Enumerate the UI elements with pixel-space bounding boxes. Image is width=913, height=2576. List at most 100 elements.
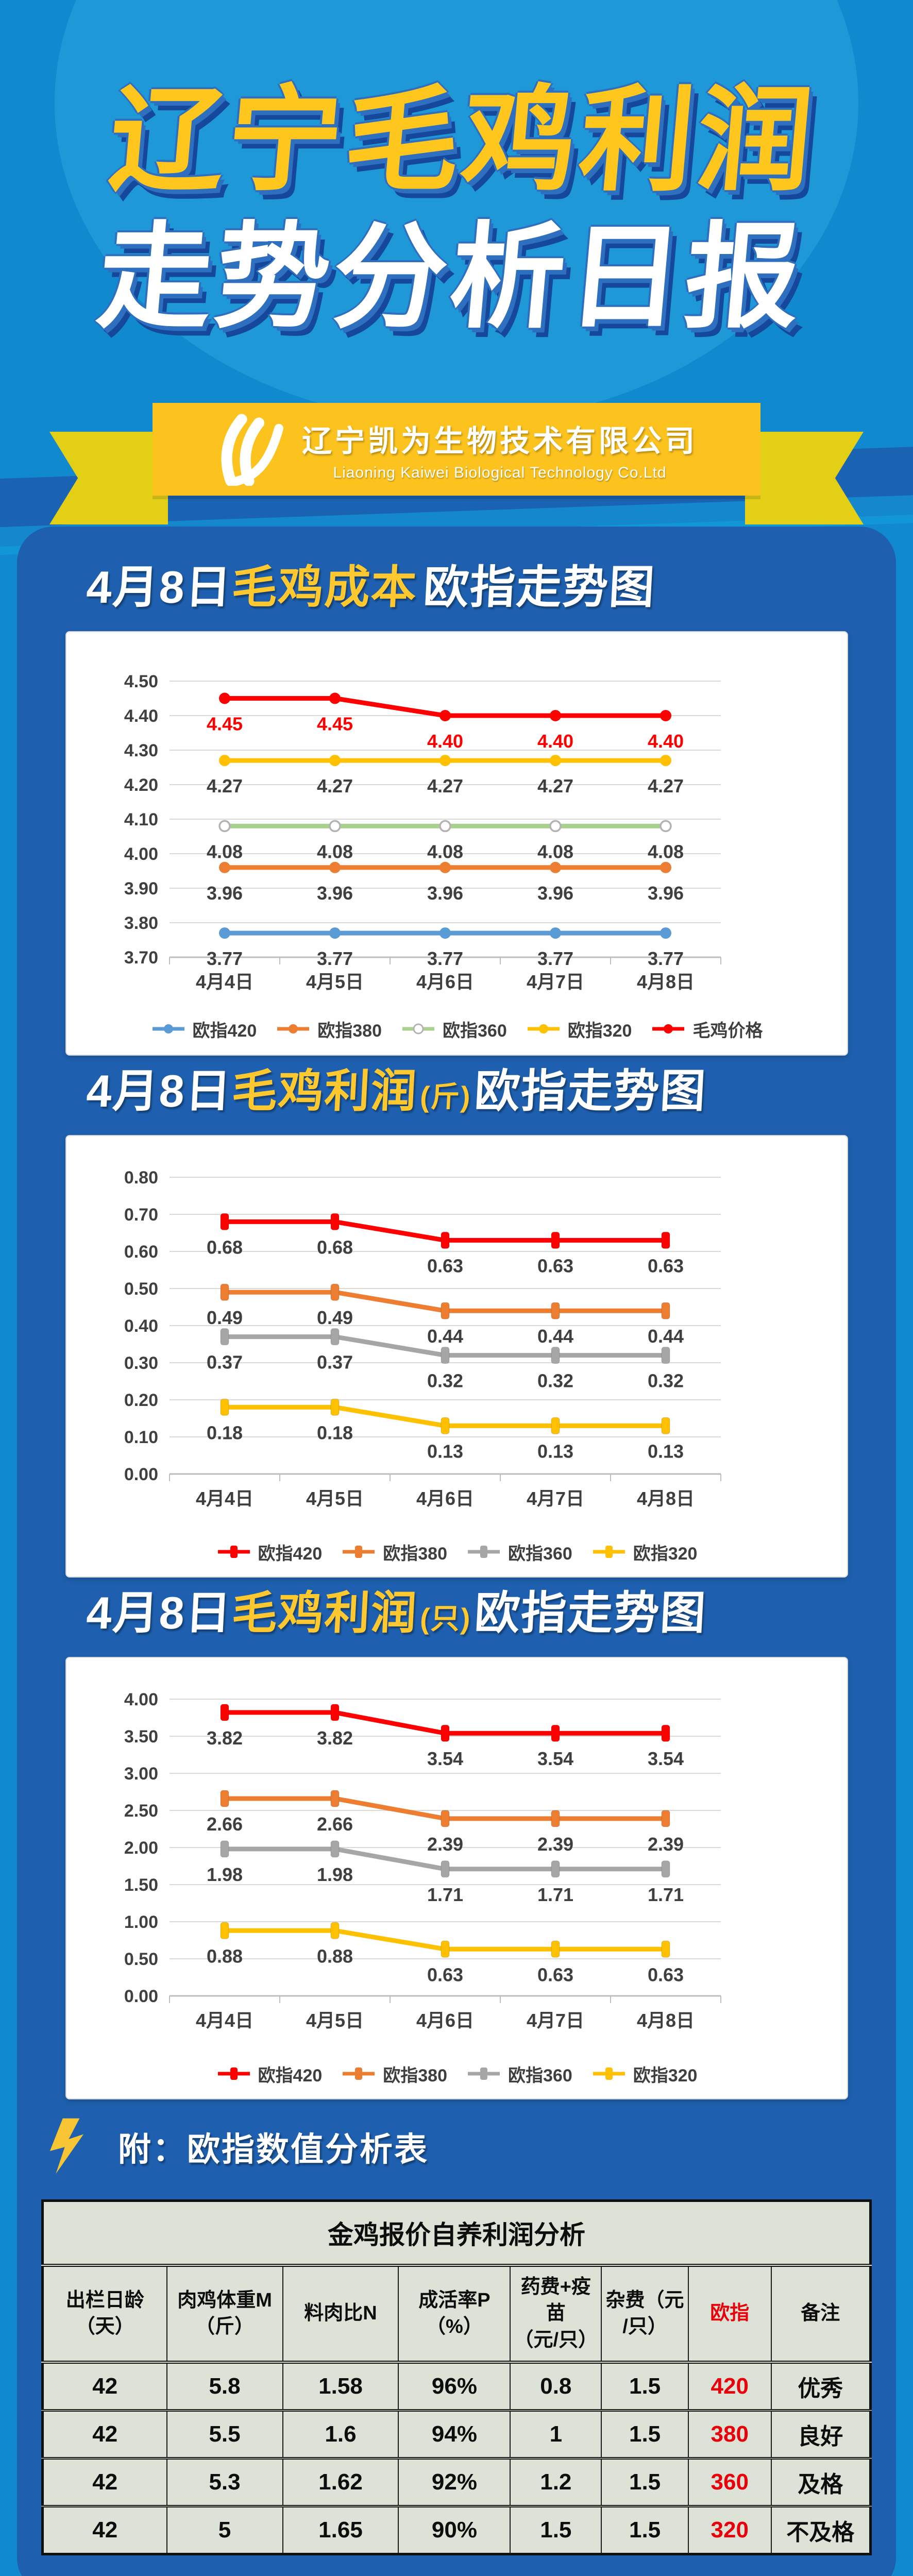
section-title: 4月8日毛鸡利润(只)欧指走势图 (85, 1585, 896, 1641)
legend-item: 欧指420 (216, 2061, 322, 2087)
table-cell: 96% (398, 2361, 511, 2412)
legend-item: 欧指380 (275, 1016, 382, 1042)
svg-text:4月7日: 4月7日 (526, 971, 584, 992)
svg-text:4月5日: 4月5日 (306, 2010, 363, 2031)
svg-text:4.08: 4.08 (647, 841, 683, 862)
svg-text:4月4日: 4月4日 (195, 2010, 253, 2031)
table-cell: 0.8 (510, 2361, 602, 2412)
legend-marker-icon (593, 1546, 625, 1558)
svg-text:4.40: 4.40 (124, 706, 158, 726)
legend-label: 欧指360 (508, 1544, 572, 1564)
svg-text:3.77: 3.77 (206, 948, 242, 969)
table-cell: 360 (687, 2458, 772, 2507)
svg-text:1.71: 1.71 (537, 1884, 573, 1905)
arrow-icon (49, 2118, 84, 2174)
svg-text:4.50: 4.50 (124, 672, 158, 691)
svg-text:0.32: 0.32 (647, 1370, 683, 1392)
svg-text:4.40: 4.40 (537, 731, 573, 752)
table-row: 42 5 1.65 90% 1.5 1.5 320 不及格 (42, 2505, 871, 2555)
svg-text:4月5日: 4月5日 (306, 971, 363, 992)
legend-item: 欧指380 (341, 1539, 447, 1565)
svg-text:1.50: 1.50 (124, 1875, 158, 1895)
svg-text:0.63: 0.63 (427, 1964, 463, 1985)
company-banner: 辽宁凯为生物技术有限公司 Liaoning Kaiwei Biological … (49, 403, 864, 524)
svg-text:0.68: 0.68 (206, 1236, 242, 1258)
svg-text:0.13: 0.13 (647, 1440, 683, 1462)
svg-text:4.27: 4.27 (647, 775, 683, 796)
svg-text:0.50: 0.50 (124, 1279, 158, 1299)
svg-text:0.44: 0.44 (647, 1326, 683, 1347)
table-cell: 1.65 (282, 2505, 399, 2555)
svg-text:4.40: 4.40 (647, 731, 683, 752)
svg-text:3.77: 3.77 (427, 948, 463, 969)
legend-label: 欧指360 (508, 2065, 572, 2086)
svg-text:0.18: 0.18 (316, 1422, 352, 1443)
svg-text:4.27: 4.27 (206, 775, 242, 796)
table-cell: 1.5 (601, 2410, 689, 2460)
legend-label: 欧指320 (633, 1544, 698, 1564)
table-cell: 5.8 (166, 2361, 283, 2412)
svg-text:4.08: 4.08 (316, 841, 352, 862)
svg-text:0.40: 0.40 (124, 1316, 158, 1336)
title-highlight: 毛鸡利润 (230, 1065, 419, 1116)
section-title: 4月8日毛鸡成本欧指走势图 (85, 559, 896, 616)
svg-text:4.20: 4.20 (124, 775, 158, 795)
svg-text:1.71: 1.71 (427, 1884, 463, 1905)
company-logo-icon (221, 414, 283, 486)
svg-text:3.80: 3.80 (124, 913, 158, 933)
table-header-cell: 欧指 (687, 2265, 772, 2364)
svg-text:4月7日: 4月7日 (526, 1488, 584, 1509)
svg-text:0.30: 0.30 (124, 1353, 158, 1373)
legend-label: 欧指420 (258, 1544, 323, 1564)
analysis-title: 附：欧指数值分析表 (118, 2131, 429, 2168)
svg-text:0.63: 0.63 (427, 1255, 463, 1276)
chart-section-profit-zhi: 4月8日毛鸡利润(只)欧指走势图 4.00 3.50 3.00 2.50 2.00 1.5… (17, 1585, 896, 2099)
profit-analysis-table: 金鸡报价自养利润分析 出栏日龄 （天） 肉鸡体重M （斤） 料肉比N 成活率P （%）… (41, 2199, 872, 2555)
svg-text:4月8日: 4月8日 (636, 1488, 694, 1509)
table-cell: 良好 (770, 2410, 871, 2460)
table-cell: 420 (687, 2361, 772, 2412)
table-header-cell: 成活率P （%） (398, 2265, 511, 2364)
company-banner-body: 辽宁凯为生物技术有限公司 Liaoning Kaiwei Biological … (153, 403, 760, 496)
svg-text:0.00: 0.00 (124, 1987, 158, 2006)
title-suffix: 欧指走势图 (473, 1065, 708, 1116)
legend-marker-icon (468, 1546, 500, 1558)
svg-text:3.96: 3.96 (427, 883, 463, 904)
table-cell: 5 (166, 2505, 283, 2555)
legend-marker-icon (152, 1024, 184, 1033)
legend-label: 欧指360 (443, 1021, 507, 1041)
svg-text:0.49: 0.49 (316, 1307, 352, 1328)
svg-text:0.68: 0.68 (316, 1236, 352, 1258)
table-cell: 42 (42, 2361, 167, 2412)
footnote: 注：饲料价格每周更新参照市场白羽肉鸡中档饲料价格，雏价和毛鸡价参照金鸡报价沈阳高… (69, 2572, 790, 2576)
title-highlight: 毛鸡成本 (230, 562, 419, 613)
table-cell: 1.58 (282, 2361, 399, 2412)
svg-text:3.70: 3.70 (124, 948, 158, 968)
poster-title-line2: 走势分析日报 (92, 214, 809, 342)
title-prefix: 4月8日 (85, 1065, 233, 1116)
svg-text:4月6日: 4月6日 (416, 2010, 474, 2031)
table-cell: 1.5 (601, 2505, 689, 2555)
chart-section-cost: 4月8日毛鸡成本欧指走势图 4.50 4.40 4.30 4.20 4.10 4.00 3.… (17, 559, 896, 1056)
legend-marker-icon (402, 1023, 434, 1035)
legend-item: 欧指420 (150, 1016, 257, 1042)
section-title: 4月8日毛鸡利润(斤)欧指走势图 (85, 1063, 896, 1120)
title-highlight: 毛鸡利润 (230, 1587, 419, 1638)
legend-item: 欧指320 (526, 1016, 632, 1042)
svg-text:3.77: 3.77 (537, 948, 573, 969)
svg-text:4.27: 4.27 (316, 775, 352, 796)
table-cell: 320 (687, 2505, 772, 2555)
svg-text:3.54: 3.54 (427, 1748, 463, 1769)
legend-marker-icon (343, 2067, 375, 2080)
svg-text:0.49: 0.49 (206, 1307, 242, 1328)
legend-marker-icon (217, 2067, 250, 2080)
content-panel: 4月8日毛鸡成本欧指走势图 4.50 4.40 4.30 4.20 4.10 4.00 3.… (17, 527, 896, 2576)
legend-label: 欧指380 (383, 2065, 447, 2086)
legend-item: 欧指360 (400, 1016, 507, 1042)
svg-text:4.08: 4.08 (537, 841, 573, 862)
legend-item: 欧指320 (591, 2061, 697, 2087)
legend-item: 毛鸡价格 (650, 1016, 763, 1042)
table-header-cell: 肉鸡体重M （斤） (166, 2265, 283, 2364)
svg-text:4月5日: 4月5日 (306, 1488, 363, 1509)
